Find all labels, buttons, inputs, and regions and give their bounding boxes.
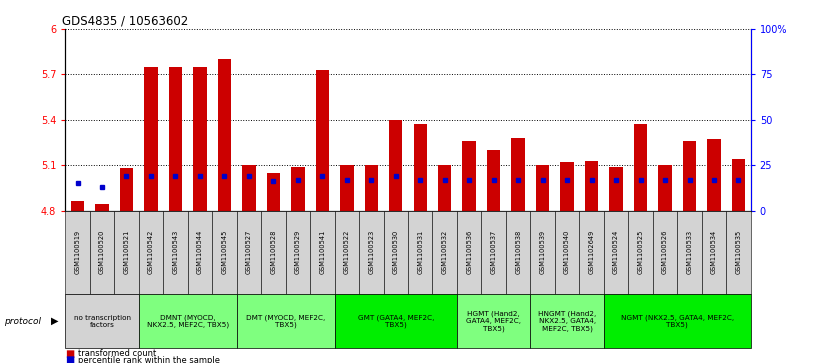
Text: GDS4835 / 10563602: GDS4835 / 10563602 [62,15,188,28]
Text: GSM1100519: GSM1100519 [74,230,81,274]
Text: GSM1100539: GSM1100539 [539,230,546,274]
Bar [365,165,378,211]
Text: GSM1100522: GSM1100522 [344,230,350,274]
Bar [585,160,598,211]
Text: GSM1100528: GSM1100528 [270,230,277,274]
Text: ■: ■ [65,348,74,359]
Text: GSM1100525: GSM1100525 [637,230,644,274]
Text: GSM1102649: GSM1102649 [588,230,595,274]
Text: percentile rank within the sample: percentile rank within the sample [78,356,220,363]
Text: transformed count: transformed count [78,349,156,358]
Bar [610,167,623,211]
Bar [218,59,231,211]
Text: ▶: ▶ [51,316,58,326]
Text: GSM1100521: GSM1100521 [123,230,130,274]
Text: HNGMT (Hand2,
NKX2.5, GATA4,
MEF2C, TBX5): HNGMT (Hand2, NKX2.5, GATA4, MEF2C, TBX5… [538,311,596,332]
Text: GSM1100538: GSM1100538 [515,230,521,274]
Bar [193,67,206,211]
Text: DMNT (MYOCD,
NKX2.5, MEF2C, TBX5): DMNT (MYOCD, NKX2.5, MEF2C, TBX5) [147,314,228,328]
Text: GSM1100533: GSM1100533 [686,230,693,274]
Text: protocol: protocol [4,317,41,326]
Bar [120,168,133,211]
Bar [438,165,451,211]
Bar [683,141,696,211]
Text: GSM1100542: GSM1100542 [148,230,154,274]
Text: GSM1100536: GSM1100536 [466,230,472,274]
Text: GSM1100544: GSM1100544 [197,230,203,274]
Bar [536,165,549,211]
Bar [659,165,672,211]
Bar [707,139,721,211]
Bar [414,124,427,211]
Text: GSM1100532: GSM1100532 [441,230,448,274]
Text: DMT (MYOCD, MEF2C,
TBX5): DMT (MYOCD, MEF2C, TBX5) [246,314,326,328]
Text: HGMT (Hand2,
GATA4, MEF2C,
TBX5): HGMT (Hand2, GATA4, MEF2C, TBX5) [466,311,521,332]
Text: GSM1100537: GSM1100537 [490,230,497,274]
Bar [71,201,84,211]
Text: GSM1100534: GSM1100534 [711,230,717,274]
Text: GSM1100545: GSM1100545 [221,230,228,274]
Text: GSM1100524: GSM1100524 [613,230,619,274]
Bar [340,165,353,211]
Bar [144,67,157,211]
Text: GSM1100529: GSM1100529 [295,230,301,274]
Text: GSM1100523: GSM1100523 [368,230,375,274]
Text: GSM1100543: GSM1100543 [172,230,179,274]
Text: ■: ■ [65,355,74,363]
Bar [732,159,745,211]
Text: GSM1100531: GSM1100531 [417,230,424,274]
Bar [389,120,402,211]
Text: GSM1100527: GSM1100527 [246,230,252,274]
Text: GSM1100540: GSM1100540 [564,230,570,274]
Bar [267,173,280,211]
Text: GSM1100520: GSM1100520 [99,230,105,274]
Text: GSM1100535: GSM1100535 [735,230,742,274]
Bar [634,124,647,211]
Bar [242,165,255,211]
Bar [169,67,182,211]
Bar [512,138,525,211]
Bar [463,141,476,211]
Bar [291,167,304,211]
Bar [487,150,500,211]
Bar [95,204,109,211]
Text: NGMT (NKX2.5, GATA4, MEF2C,
TBX5): NGMT (NKX2.5, GATA4, MEF2C, TBX5) [621,314,734,328]
Bar [316,70,329,211]
Text: GSM1100541: GSM1100541 [319,230,326,274]
Bar [561,162,574,211]
Text: no transcription
factors: no transcription factors [73,315,131,328]
Text: GSM1100530: GSM1100530 [392,230,399,274]
Text: GMT (GATA4, MEF2C,
TBX5): GMT (GATA4, MEF2C, TBX5) [357,314,434,328]
Text: GSM1100526: GSM1100526 [662,230,668,274]
